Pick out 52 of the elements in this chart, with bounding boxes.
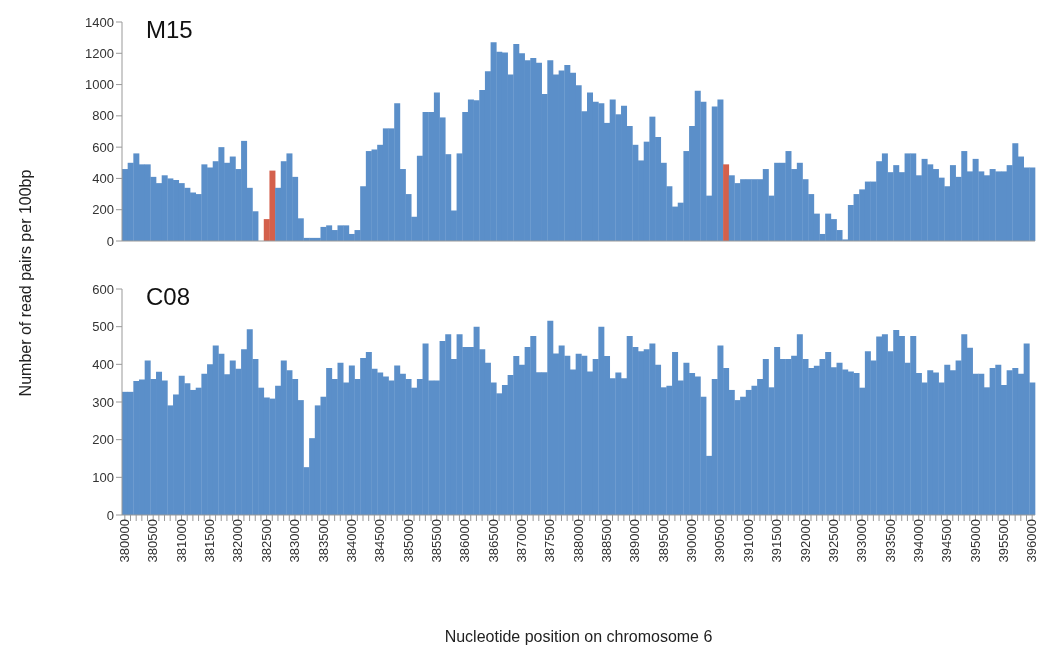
- x-tick-label: 384500: [372, 519, 388, 563]
- y-tick-label: 0: [106, 507, 114, 523]
- y-tick-label: 600: [92, 281, 114, 297]
- y-tick-label: 100: [92, 469, 114, 485]
- x-tick-label: 387500: [542, 519, 558, 563]
- y-tick-label: 600: [92, 139, 114, 155]
- y-tick-label: 0: [106, 233, 114, 249]
- x-tick-label: 381500: [202, 519, 218, 563]
- x-tick-label: 386000: [457, 519, 473, 563]
- y-tick-label: 1400: [85, 14, 114, 30]
- x-tick-label: 395500: [996, 519, 1012, 563]
- x-tick-label: 391500: [769, 519, 785, 563]
- y-tick-label: 400: [92, 356, 114, 372]
- x-tick-label: 394000: [910, 519, 926, 563]
- x-tick-label: 380000: [117, 519, 133, 563]
- x-tick-label: 380500: [145, 519, 161, 563]
- x-tick-label: 387000: [514, 519, 530, 563]
- x-tick-label: 391000: [740, 519, 756, 563]
- x-tick-label: 388000: [570, 519, 586, 563]
- x-tick-label: 392000: [797, 519, 813, 563]
- y-tick-label: 800: [92, 108, 114, 124]
- chart-title: C08: [146, 283, 191, 311]
- y-tick-label: 400: [92, 171, 114, 187]
- y-tick-label: 1200: [85, 45, 114, 61]
- x-tick-label: 390000: [684, 519, 700, 563]
- x-tick-label: 393500: [882, 519, 898, 563]
- x-tick-label: 392500: [825, 519, 841, 563]
- x-axis-title: Nucleotide position on chromosome 6: [444, 628, 713, 645]
- x-tick-label: 385000: [400, 519, 416, 563]
- chart-title: M15: [146, 16, 193, 44]
- x-tick-label: 393000: [854, 519, 870, 563]
- x-tick-label: 382500: [258, 519, 274, 563]
- y-tick-label: 200: [92, 202, 114, 218]
- x-tick-label: 389500: [655, 519, 671, 563]
- x-tick-label: 389000: [627, 519, 643, 563]
- x-tick-label: 386500: [485, 519, 501, 563]
- x-tick-label: 381000: [173, 519, 189, 563]
- y-tick-label: 200: [92, 432, 114, 448]
- y-tick-label: 300: [92, 394, 114, 410]
- x-tick-label: 382000: [230, 519, 246, 563]
- x-tick-label: 383000: [287, 519, 303, 563]
- x-tick-label: 394500: [939, 519, 955, 563]
- y-tick-label: 500: [92, 319, 114, 335]
- y-tick-label: 1000: [85, 77, 114, 93]
- x-tick-label: 395000: [967, 519, 983, 563]
- x-tick-label: 384000: [343, 519, 359, 563]
- y-axis-title: Number of read pairs per 100bp: [17, 169, 35, 397]
- x-tick-label: 388500: [599, 519, 615, 563]
- x-tick-label: 390500: [712, 519, 728, 563]
- x-tick-label: 383500: [315, 519, 331, 563]
- x-tick-label: 396000: [1024, 519, 1040, 563]
- x-tick-label: 385500: [428, 519, 444, 563]
